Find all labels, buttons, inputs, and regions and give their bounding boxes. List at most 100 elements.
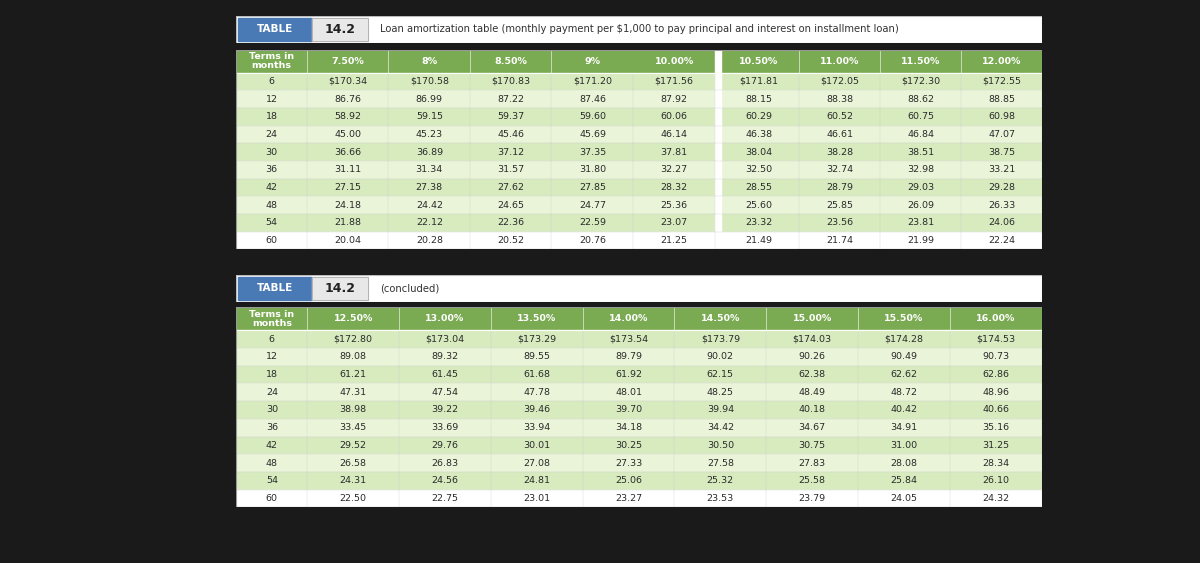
Text: $170.58: $170.58 [410, 77, 449, 86]
Text: 27.85: 27.85 [580, 183, 606, 192]
Text: 24.32: 24.32 [982, 494, 1009, 503]
Text: 90.26: 90.26 [799, 352, 826, 361]
Bar [674, 307, 767, 330]
Bar [236, 383, 1042, 401]
Bar [961, 50, 1042, 73]
Text: 89.79: 89.79 [616, 352, 642, 361]
Text: 23.56: 23.56 [827, 218, 853, 227]
Bar [236, 161, 1042, 178]
Text: 26.33: 26.33 [988, 200, 1015, 209]
Text: 27.15: 27.15 [335, 183, 361, 192]
Text: 28.34: 28.34 [982, 458, 1009, 467]
Text: $172.30: $172.30 [901, 77, 941, 86]
Bar [236, 214, 1042, 232]
Bar [881, 50, 961, 73]
Bar [719, 50, 799, 73]
Text: 21.49: 21.49 [745, 236, 773, 245]
Text: 31.00: 31.00 [890, 441, 918, 450]
Bar [236, 126, 1042, 143]
Text: $171.20: $171.20 [574, 77, 612, 86]
Bar [714, 214, 721, 232]
Text: 23.32: 23.32 [745, 218, 773, 227]
Text: 23.27: 23.27 [614, 494, 642, 503]
Text: 12: 12 [265, 95, 277, 104]
Text: 25.58: 25.58 [799, 476, 826, 485]
Text: 34.91: 34.91 [890, 423, 918, 432]
Text: 30: 30 [265, 148, 277, 157]
Text: 29.52: 29.52 [340, 441, 367, 450]
Text: 46.84: 46.84 [907, 130, 935, 139]
Text: 23.81: 23.81 [907, 218, 935, 227]
Text: 15.50%: 15.50% [884, 314, 924, 323]
Text: 22.50: 22.50 [340, 494, 367, 503]
Text: 8%: 8% [421, 56, 437, 65]
Text: 27.08: 27.08 [523, 458, 551, 467]
Text: 31.25: 31.25 [982, 441, 1009, 450]
Text: 59.15: 59.15 [416, 112, 443, 121]
Text: 24: 24 [265, 130, 277, 139]
Text: 88.38: 88.38 [827, 95, 853, 104]
Text: 29.28: 29.28 [988, 183, 1015, 192]
Text: 38.75: 38.75 [988, 148, 1015, 157]
Text: 87.92: 87.92 [661, 95, 688, 104]
Text: 45.46: 45.46 [498, 130, 524, 139]
Text: 36.66: 36.66 [334, 148, 361, 157]
Text: 38.98: 38.98 [340, 405, 367, 414]
Text: 32.27: 32.27 [660, 166, 688, 175]
Text: 36: 36 [265, 423, 278, 432]
Bar [236, 73, 1042, 90]
Bar [236, 401, 1042, 419]
Text: 22.12: 22.12 [416, 218, 443, 227]
Bar [400, 307, 491, 330]
Text: $174.03: $174.03 [792, 335, 832, 344]
Bar [714, 126, 721, 143]
Bar [236, 348, 1042, 366]
Text: 14.50%: 14.50% [701, 314, 740, 323]
Text: 90.73: 90.73 [982, 352, 1009, 361]
Text: 24.06: 24.06 [988, 218, 1015, 227]
Text: 12.50%: 12.50% [334, 314, 373, 323]
Text: 21.74: 21.74 [827, 236, 853, 245]
Bar [236, 472, 1042, 490]
Text: 48.96: 48.96 [983, 388, 1009, 397]
Text: 12.00%: 12.00% [982, 56, 1021, 65]
Text: $170.83: $170.83 [491, 77, 530, 86]
Text: $172.55: $172.55 [982, 77, 1021, 86]
Bar [236, 108, 1042, 126]
Bar [714, 108, 721, 126]
Text: 46.14: 46.14 [661, 130, 688, 139]
Text: 54: 54 [266, 476, 278, 485]
Text: 40.42: 40.42 [890, 405, 918, 414]
Text: 6: 6 [269, 335, 275, 344]
Text: 29.03: 29.03 [907, 183, 935, 192]
Text: $174.28: $174.28 [884, 335, 924, 344]
Text: 23.79: 23.79 [798, 494, 826, 503]
Text: $171.56: $171.56 [655, 77, 694, 86]
Text: 39.46: 39.46 [523, 405, 551, 414]
Text: 59.37: 59.37 [497, 112, 524, 121]
Text: 24.31: 24.31 [340, 476, 367, 485]
Bar [236, 419, 1042, 436]
Text: 24.65: 24.65 [498, 200, 524, 209]
Text: 30.75: 30.75 [798, 441, 826, 450]
Text: Terms in
months: Terms in months [250, 310, 294, 328]
Text: 6: 6 [269, 77, 275, 86]
Text: 60: 60 [265, 236, 277, 245]
Text: $173.54: $173.54 [608, 335, 648, 344]
Text: 58.92: 58.92 [335, 112, 361, 121]
Text: 13.50%: 13.50% [517, 314, 557, 323]
Text: 38.51: 38.51 [907, 148, 935, 157]
Text: 60.98: 60.98 [988, 112, 1015, 121]
Text: 33.94: 33.94 [523, 423, 551, 432]
Text: 12: 12 [266, 352, 278, 361]
Text: 24.05: 24.05 [890, 494, 918, 503]
Text: 38.28: 38.28 [827, 148, 853, 157]
Text: 26.10: 26.10 [983, 476, 1009, 485]
Text: 28.08: 28.08 [890, 458, 918, 467]
Text: 88.62: 88.62 [907, 95, 935, 104]
Text: 88.15: 88.15 [745, 95, 773, 104]
Text: 14.00%: 14.00% [608, 314, 648, 323]
Text: 34.42: 34.42 [707, 423, 734, 432]
Text: 24.81: 24.81 [523, 476, 551, 485]
Bar [236, 50, 307, 73]
